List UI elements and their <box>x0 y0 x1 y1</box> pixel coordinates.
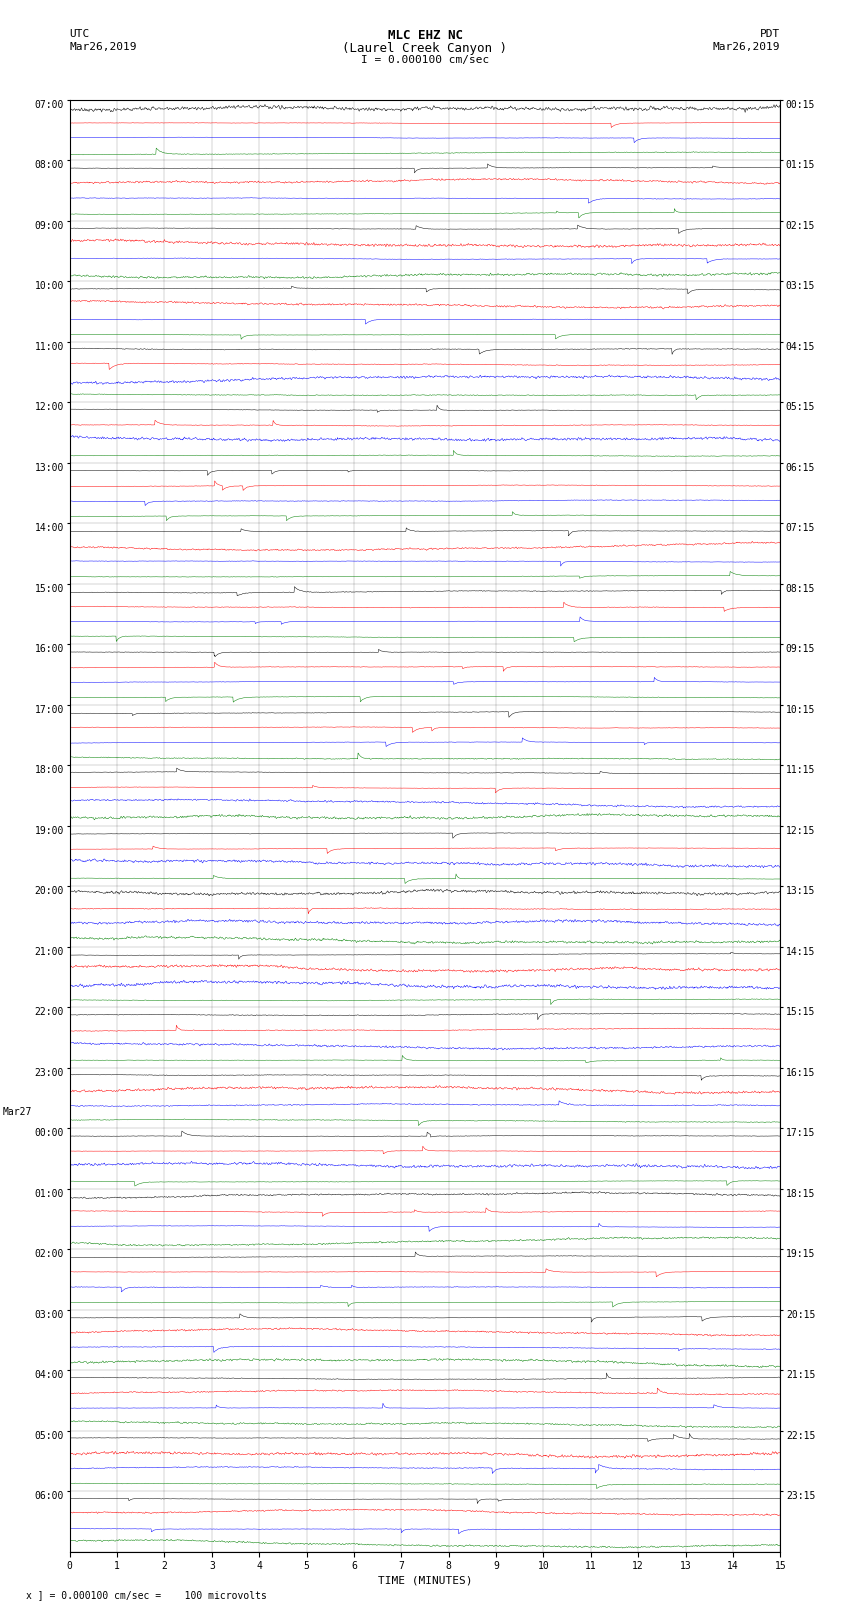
Text: MLC EHZ NC: MLC EHZ NC <box>388 29 462 42</box>
Text: Mar27: Mar27 <box>3 1107 32 1118</box>
X-axis label: TIME (MINUTES): TIME (MINUTES) <box>377 1576 473 1586</box>
Text: I = 0.000100 cm/sec: I = 0.000100 cm/sec <box>361 55 489 65</box>
Text: Mar26,2019: Mar26,2019 <box>70 42 137 52</box>
Text: x ] = 0.000100 cm/sec =    100 microvolts: x ] = 0.000100 cm/sec = 100 microvolts <box>26 1590 266 1600</box>
Text: (Laurel Creek Canyon ): (Laurel Creek Canyon ) <box>343 42 507 55</box>
Text: Mar26,2019: Mar26,2019 <box>713 42 780 52</box>
Text: PDT: PDT <box>760 29 780 39</box>
Text: UTC: UTC <box>70 29 90 39</box>
